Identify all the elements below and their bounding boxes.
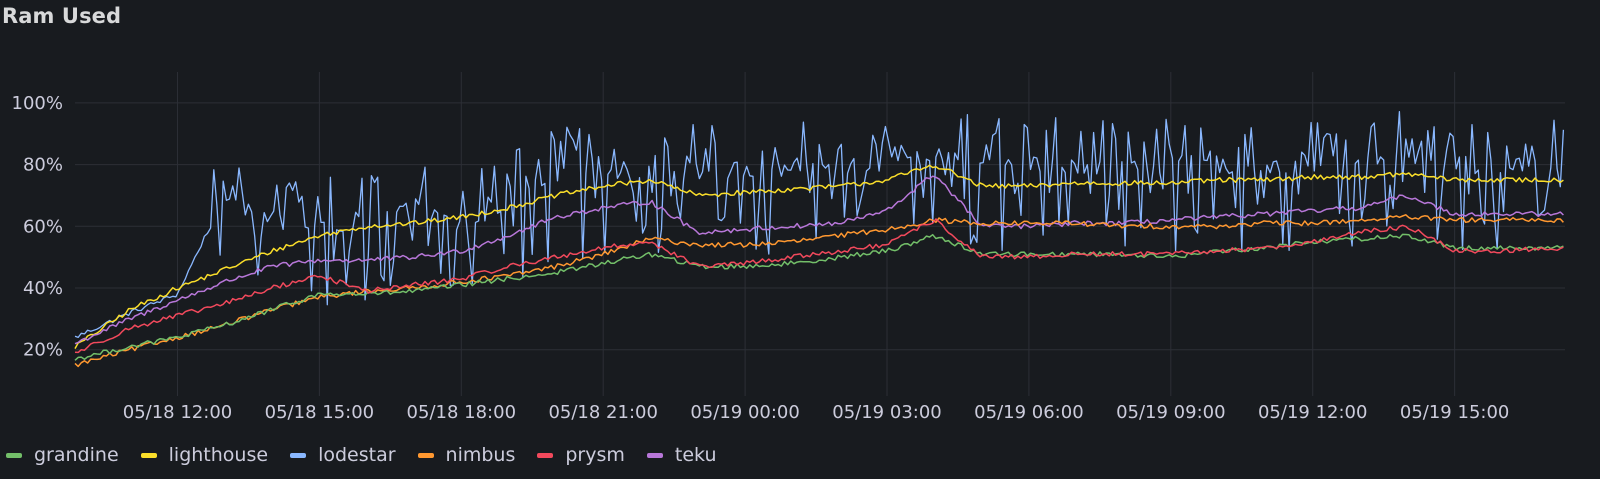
legend-label: prysm	[565, 444, 625, 466]
series-line-nimbus[interactable]	[74, 214, 1564, 368]
legend-item-lodestar[interactable]: lodestar	[290, 444, 396, 466]
legend-swatch	[646, 452, 663, 458]
series-line-prysm[interactable]	[74, 218, 1564, 354]
legend-label: nimbus	[445, 444, 516, 466]
series-line-lighthouse[interactable]	[74, 164, 1564, 349]
x-tick-label: 05/19 00:00	[690, 402, 799, 423]
y-tick-label: 80%	[23, 155, 63, 176]
legend-label: lighthouse	[168, 444, 269, 466]
x-axis-ticks: 05/18 12:00 05/18 15:00 05/18 18:00 05/18 2…	[123, 402, 1510, 423]
legend: grandine lighthouse lodestar nimbus prys…	[6, 440, 739, 470]
x-tick-label: 05/18 15:00	[265, 402, 374, 423]
legend-item-lighthouse[interactable]: lighthouse	[140, 444, 269, 466]
legend-swatch	[537, 452, 554, 458]
x-tick-label: 05/19 03:00	[832, 402, 941, 423]
grid	[75, 72, 1565, 396]
x-tick-label: 05/19 06:00	[974, 402, 1083, 423]
x-tick-label: 05/18 21:00	[548, 402, 657, 423]
series-line-teku[interactable]	[74, 175, 1564, 345]
legend-label: lodestar	[318, 444, 396, 466]
series-line-lodestar[interactable]	[74, 111, 1565, 339]
legend-swatch	[417, 452, 434, 458]
panel-title[interactable]: Ram Used	[2, 4, 122, 28]
y-axis-ticks: 20% 40% 60% 80% 100%	[12, 93, 63, 361]
legend-swatch	[140, 452, 157, 458]
y-tick-label: 20%	[23, 340, 63, 361]
x-tick-label: 05/19 09:00	[1116, 402, 1225, 423]
series-lines	[74, 111, 1565, 368]
x-tick-label: 05/18 12:00	[123, 402, 232, 423]
legend-swatch	[6, 452, 22, 458]
y-tick-label: 100%	[12, 93, 63, 114]
legend-item-teku[interactable]: teku	[646, 444, 717, 466]
x-tick-label: 05/18 18:00	[407, 402, 516, 423]
legend-swatch	[290, 452, 307, 458]
y-tick-label: 40%	[23, 278, 63, 299]
y-tick-label: 60%	[23, 216, 63, 237]
legend-label: teku	[674, 444, 717, 466]
x-tick-label: 05/19 15:00	[1400, 402, 1509, 423]
ram-used-chart[interactable]: 20%40%60%80%100% 05/18 12:00 05/18 15:00 0…	[0, 0, 1600, 440]
legend-item-prysm[interactable]: prysm	[537, 444, 625, 466]
legend-label: grandine	[34, 444, 119, 466]
series-line-grandine[interactable]	[74, 233, 1564, 361]
legend-item-grandine[interactable]: grandine	[6, 444, 119, 466]
x-tick-label: 05/19 12:00	[1258, 402, 1367, 423]
legend-item-nimbus[interactable]: nimbus	[417, 444, 516, 466]
